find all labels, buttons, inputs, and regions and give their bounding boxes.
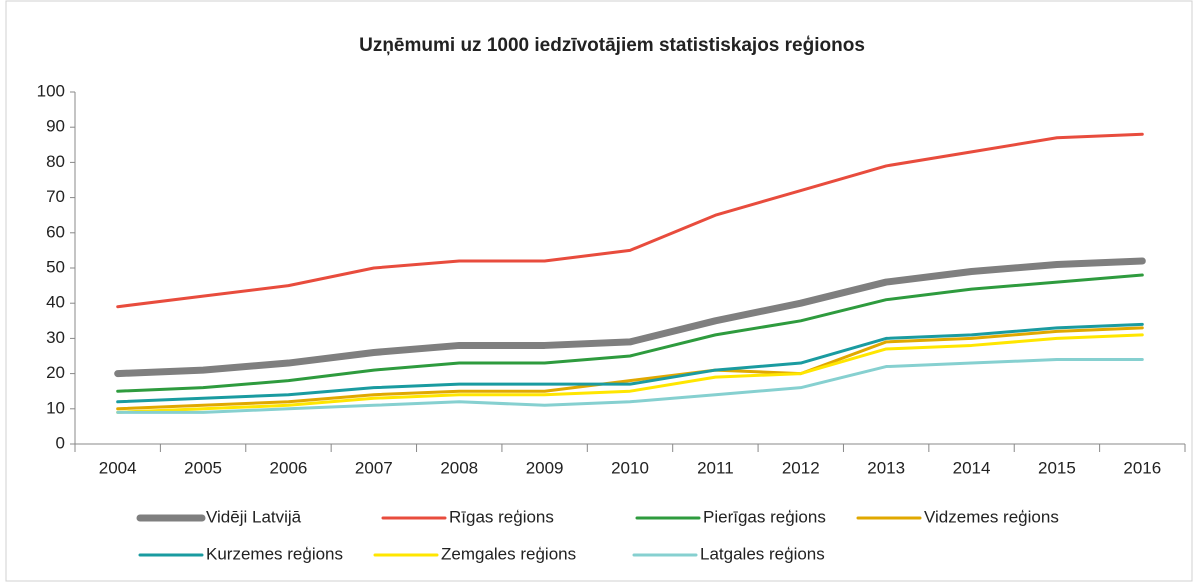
legend-label: Latgales reģions [700,544,825,563]
y-tick-label: 30 [46,328,65,347]
x-tick-label: 2004 [99,458,137,477]
x-tick-label: 2008 [440,458,478,477]
legend-label: Vidēji Latvijā [206,507,302,526]
series-line [116,273,1144,393]
series-line [116,322,1144,404]
x-tick-label: 2014 [953,458,991,477]
x-tick-label: 2016 [1123,458,1161,477]
legend-label: Rīgas reģions [449,507,554,526]
x-tick-label: 2015 [1038,458,1076,477]
y-tick-label: 90 [46,117,65,136]
legend-label: Vidzemes reģions [924,507,1059,526]
series-line [116,333,1144,414]
y-tick-label: 100 [37,81,65,100]
legend-label: Pierīgas reģions [703,507,826,526]
x-tick-label: 2009 [526,458,564,477]
series-line [114,257,1146,378]
x-tick-label: 2006 [270,458,308,477]
y-tick-label: 20 [46,363,65,382]
x-tick-label: 2007 [355,458,393,477]
series-line [116,132,1144,309]
legend-label: Kurzemes reģions [206,544,343,563]
series-line [116,358,1144,414]
y-tick-label: 50 [46,257,65,276]
series-line [116,326,1144,411]
y-tick-label: 80 [46,152,65,171]
x-tick-label: 2005 [184,458,222,477]
chart-title: Uzņēmumi uz 1000 iedzīvotājiem statistis… [359,35,865,56]
legend-label: Zemgales reģions [441,544,576,563]
x-tick-label: 2013 [867,458,905,477]
y-tick-label: 40 [46,293,65,312]
x-tick-label: 2010 [611,458,649,477]
y-tick-label: 60 [46,222,65,241]
y-tick-label: 0 [56,433,65,452]
chart-border [5,0,1193,582]
x-tick-label: 2011 [697,458,734,477]
y-tick-label: 10 [46,398,65,417]
x-tick-label: 2012 [782,458,820,477]
y-tick-label: 70 [46,187,65,206]
